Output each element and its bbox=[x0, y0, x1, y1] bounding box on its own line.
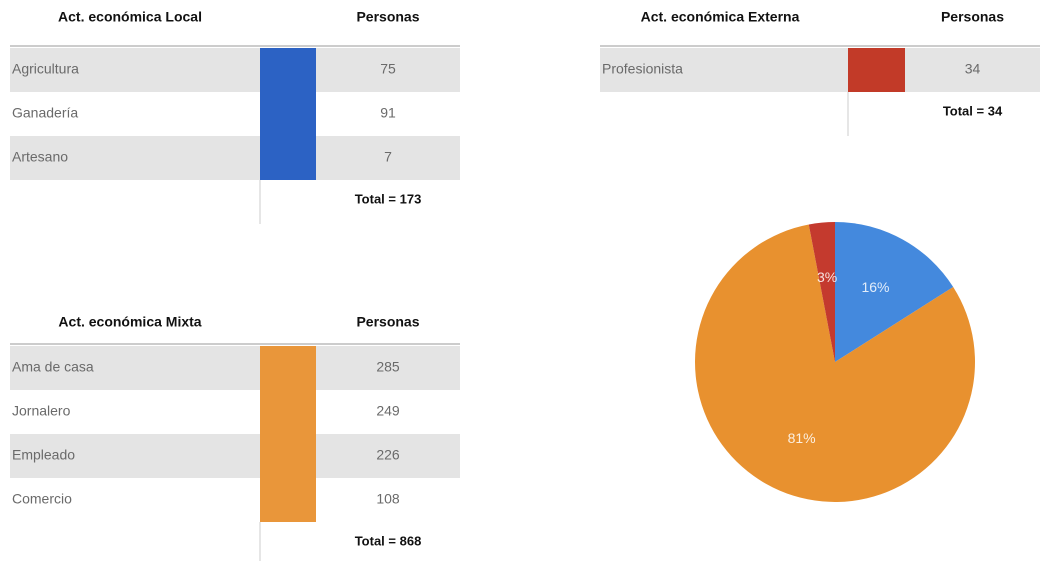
column-header: Personas bbox=[356, 9, 419, 25]
slice-label: 16% bbox=[861, 279, 889, 295]
pie-chart: 16% 81% 3% bbox=[695, 222, 976, 503]
row-value: 226 bbox=[376, 447, 400, 463]
table-title: Act. económica Mixta bbox=[58, 314, 201, 330]
row-value: 249 bbox=[376, 403, 400, 419]
total: Total = 34 bbox=[943, 103, 1003, 118]
pie-slice bbox=[835, 222, 954, 362]
row-background bbox=[10, 434, 460, 478]
table-title: Act. económica Local bbox=[58, 9, 202, 25]
row-value: 91 bbox=[380, 105, 396, 121]
row-value: 7 bbox=[384, 149, 392, 165]
row-label: Agricultura bbox=[12, 61, 79, 77]
column-header: Personas bbox=[941, 9, 1004, 25]
row-value: 34 bbox=[965, 61, 981, 77]
row-label: Ama de casa bbox=[12, 359, 94, 375]
row-label: Comercio bbox=[12, 491, 72, 507]
table: Act. económica Externa Personas Profesioni… bbox=[600, 9, 1040, 136]
row-background bbox=[10, 346, 460, 390]
row-label: Empleado bbox=[12, 447, 75, 463]
table-title: Act. económica Externa bbox=[641, 9, 800, 25]
color-bar bbox=[848, 48, 905, 92]
row-label: Ganadería bbox=[12, 105, 78, 121]
column-header: Personas bbox=[356, 314, 419, 330]
row-label: Profesionista bbox=[602, 61, 683, 77]
row-label: Jornalero bbox=[12, 403, 71, 419]
color-bar bbox=[260, 48, 316, 180]
table: Act. económica Mixta Personas Ama de casa 2… bbox=[10, 314, 460, 561]
row-background bbox=[600, 48, 1040, 92]
row-value: 285 bbox=[376, 359, 400, 375]
slice-label: 81% bbox=[788, 430, 816, 446]
row-value: 75 bbox=[380, 61, 396, 77]
pie-slice bbox=[695, 224, 976, 503]
pie-slice bbox=[808, 222, 835, 362]
row-background bbox=[10, 136, 460, 180]
total: Total = 173 bbox=[355, 191, 422, 206]
slice-label: 3% bbox=[817, 269, 837, 285]
total: Total = 868 bbox=[355, 533, 422, 548]
color-bar bbox=[260, 346, 316, 522]
row-background bbox=[10, 48, 460, 92]
row-value: 108 bbox=[376, 491, 400, 507]
row-label: Artesano bbox=[12, 149, 68, 165]
table: Act. económica Local Personas Agricultura 7… bbox=[10, 9, 460, 224]
